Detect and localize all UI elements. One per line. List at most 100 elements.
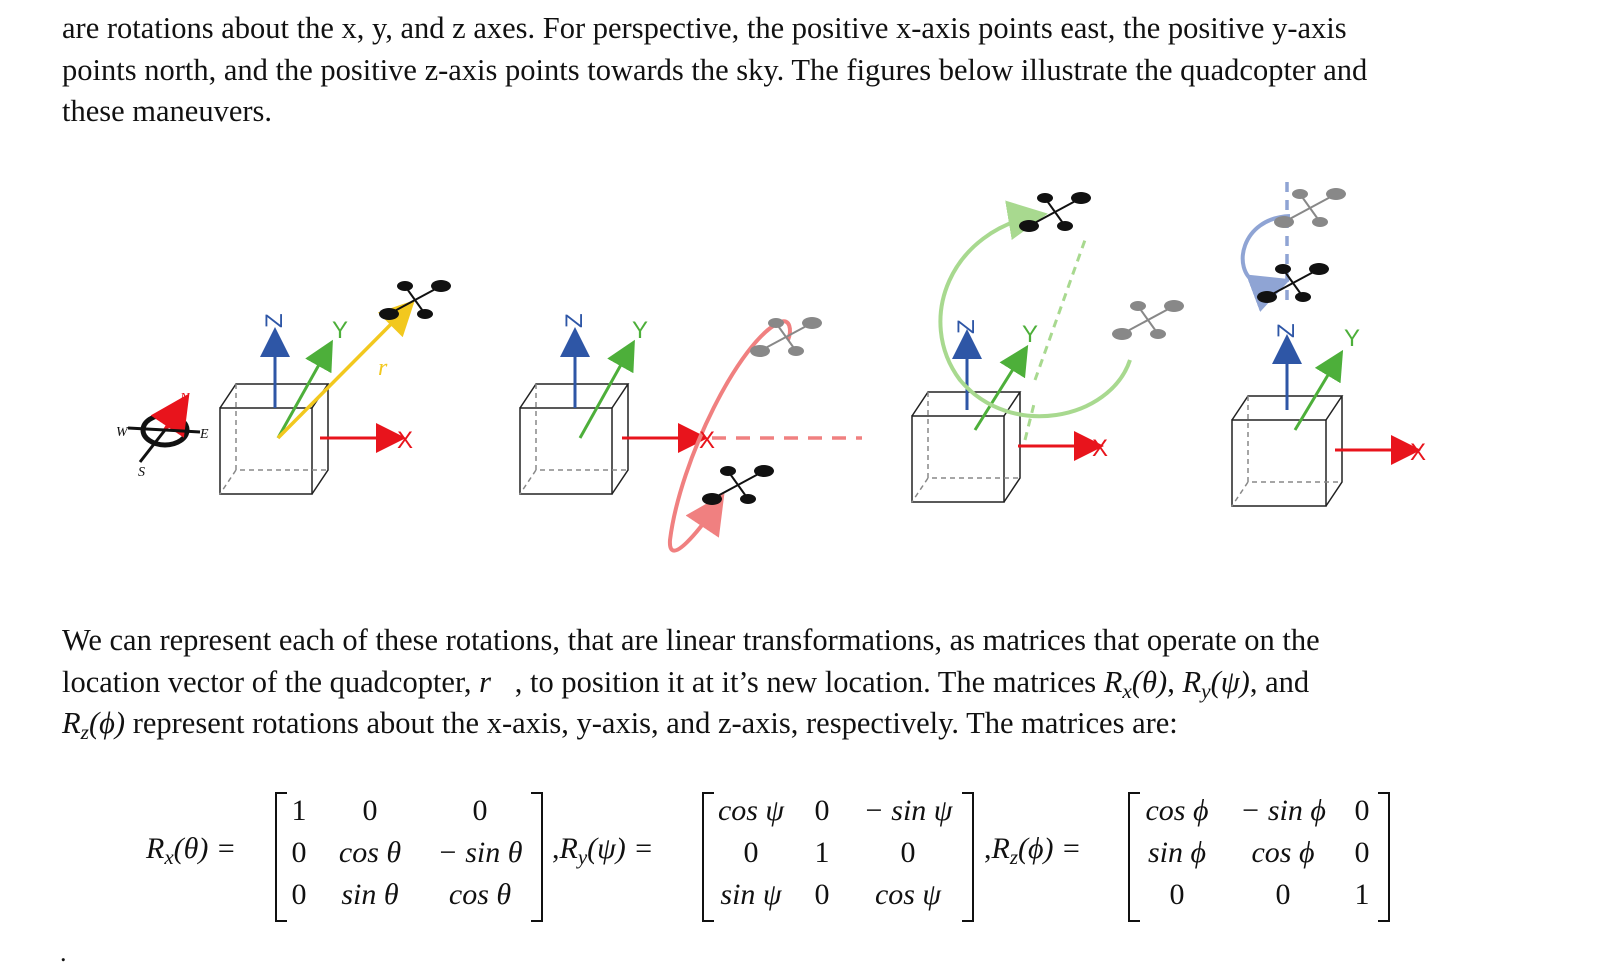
ry-label: ,Ry(ψ) = [552,832,654,869]
panel-rotation-x: Z Y X [519,313,862,553]
matrix-cell: 0 [291,836,307,869]
matrix-cell: 0 [743,836,759,869]
text-run: represent rotations about the x-axis, y-… [125,706,1178,740]
z-axis-label: Z [561,313,588,328]
right-bracket [531,792,543,922]
text-run: location vector of the quadcopter, [62,664,480,699]
paragraph-line: these maneuvers. [62,94,273,128]
matrix-cell: 0 [1354,794,1370,827]
compass: N E S W [116,391,209,480]
matrix-cell: − sin ψ [863,794,953,827]
matrix-cell: cos ϕ [1145,794,1209,827]
matrix-arg: (θ) = [173,832,237,865]
paragraph-line: location vector of the quadcopter, r⃗, t… [62,662,1547,704]
matrix-arg: (ϕ) [88,706,126,740]
quadcopter-icon [1018,191,1092,233]
text-run: , and [1249,664,1310,699]
matrix-subscript: z [80,719,89,744]
matrix-cell: 0 [1354,836,1370,869]
left-bracket [1128,792,1140,922]
matrix-cell: − sin θ [437,836,523,869]
vector-r-label: r [378,355,388,381]
matrix-cell: 0 [291,878,307,911]
paragraph-line: points north, and the positive z-axis po… [62,52,1368,87]
matrix-symbol: R [559,832,578,865]
quadcopter-ghost-icon [1273,187,1347,229]
x-axis-label: X [699,427,715,454]
matrix-ry: cos ψ 0 − sin ψ 0 1 0 sin ψ 0 cos ψ [702,792,974,922]
matrix-cell: 0 [1169,878,1185,911]
matrix-cell: 0 [1275,878,1291,911]
separator: , [984,832,992,865]
y-axis-label: Y [632,317,648,344]
matrix-cell: 0 [362,794,378,827]
compass-e-label: E [199,427,209,442]
quadcopter-ghost-icon [1111,299,1185,341]
left-bracket [275,792,287,922]
matrix-cell: sin ψ [720,878,782,911]
matrix-arg: (ψ) = [587,832,654,865]
text-run: , [1167,664,1183,699]
matrix-rx: 1 0 0 0 cos θ − sin θ 0 sin θ cos θ [275,792,543,922]
x-axis-label: X [397,427,413,454]
matrix-symbol: R [62,706,81,740]
matrix-cell: − sin ϕ [1240,794,1326,827]
paragraph-line: We can represent each of these rotations… [62,623,1320,657]
quadcopter-icon [378,279,452,321]
matrix-arg: (ψ) [1210,664,1250,699]
paragraph-line: are rotations about the x, y, and z axes… [62,11,1347,45]
matrix-rz: cos ϕ − sin ϕ 0 sin ϕ cos ϕ 0 0 0 1 [1128,792,1390,922]
separator: , [552,832,560,865]
matrix-cell: 0 [472,794,488,827]
matrix-arg: (ϕ) = [1018,832,1082,865]
vector-r: r⃗ [479,664,515,699]
rx-label: Rx(θ) = [146,832,237,869]
x-axis-label: X [1410,439,1426,466]
text-run: , to position it at it’s new location. T… [514,664,1104,699]
matrix-cell: cos ψ [717,794,785,827]
compass-s-label: S [138,465,145,480]
matrix-cell: 0 [814,878,830,911]
matrix-subscript: z [1009,844,1019,869]
panel-translation: Z Y X r [219,279,452,495]
matrix-subscript: x [164,844,174,869]
compass-w-label: W [116,425,129,440]
y-axis-label: Y [1022,321,1038,348]
matrix-subscript: x [1122,678,1132,703]
matrix-cell: 1 [291,794,307,827]
matrix-symbol: R [146,832,165,865]
matrix-cell: cos ϕ [1251,836,1315,869]
compass-n-label: N [179,391,190,406]
y-axis-label: Y [1344,325,1360,352]
panel-rotation-y: Z Y X [911,191,1185,503]
matrix-cell: 1 [814,836,830,869]
quadcopter-icon [701,464,775,506]
matrix-symbol: R [1103,664,1123,699]
matrix-cell: cos θ [448,878,512,911]
matrix-cell: cos ψ [874,878,942,911]
paragraph-rotations: We can represent each of these rotations… [62,620,1547,745]
x-axis-label: X [1092,435,1108,462]
matrix-cell: 0 [814,794,830,827]
trailing-period: . [60,938,67,967]
matrix-symbol: R [1182,664,1202,699]
z-axis-label: Z [953,319,980,334]
left-bracket [702,792,714,922]
paragraph-line: Rz(ϕ) represent rotations about the x-ax… [62,703,1547,745]
matrix-symbol: R [991,832,1010,865]
matrix-subscript: y [1201,678,1211,703]
right-bracket [962,792,974,922]
quadcopter-maneuvers-figure: N E S W Z Y X r Z Y X [116,180,1426,553]
y-axis-label: Y [332,317,348,344]
matrix-cell: cos θ [338,836,402,869]
matrix-cell: sin ϕ [1147,836,1207,869]
z-axis-label: Z [1273,323,1300,338]
paragraph-intro: are rotations about the x, y, and z axes… [62,8,1547,133]
matrix-cell: 1 [1354,878,1370,911]
matrix-cell: sin θ [341,878,399,911]
panel-rotation-z: Z Y X [1231,180,1426,507]
matrix-cell: 0 [900,836,916,869]
rz-label: ,Rz(ϕ) = [984,832,1082,869]
right-bracket [1378,792,1390,922]
matrix-subscript: y [577,844,588,869]
